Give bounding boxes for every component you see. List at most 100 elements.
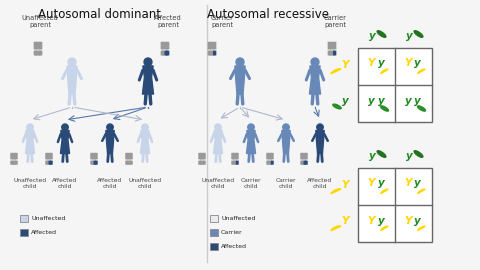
FancyBboxPatch shape <box>47 161 49 165</box>
FancyBboxPatch shape <box>329 42 333 49</box>
FancyBboxPatch shape <box>48 161 51 165</box>
FancyBboxPatch shape <box>301 161 304 165</box>
Polygon shape <box>418 69 425 74</box>
FancyBboxPatch shape <box>45 161 48 165</box>
FancyBboxPatch shape <box>300 153 303 159</box>
Polygon shape <box>67 66 77 94</box>
FancyBboxPatch shape <box>129 153 132 159</box>
Text: Y: Y <box>341 59 349 69</box>
Polygon shape <box>143 66 154 94</box>
Polygon shape <box>414 31 423 37</box>
FancyBboxPatch shape <box>90 161 93 165</box>
FancyBboxPatch shape <box>231 153 234 159</box>
FancyBboxPatch shape <box>35 42 38 49</box>
FancyBboxPatch shape <box>15 153 18 159</box>
FancyBboxPatch shape <box>333 42 336 49</box>
Text: Y: Y <box>341 180 349 190</box>
FancyBboxPatch shape <box>50 153 53 159</box>
Polygon shape <box>418 226 425 231</box>
FancyBboxPatch shape <box>161 42 164 49</box>
FancyBboxPatch shape <box>209 50 213 56</box>
FancyBboxPatch shape <box>166 50 169 56</box>
Polygon shape <box>331 189 341 194</box>
Text: Affected: Affected <box>31 230 57 235</box>
FancyBboxPatch shape <box>202 161 204 165</box>
FancyBboxPatch shape <box>303 153 306 159</box>
FancyBboxPatch shape <box>271 161 274 165</box>
Bar <box>210 243 218 250</box>
Polygon shape <box>381 226 388 231</box>
FancyBboxPatch shape <box>94 153 96 159</box>
Text: Y: Y <box>367 215 374 225</box>
Polygon shape <box>418 106 425 111</box>
FancyBboxPatch shape <box>48 153 51 159</box>
Text: y: y <box>377 96 384 106</box>
Text: y: y <box>415 178 421 188</box>
FancyBboxPatch shape <box>13 161 16 165</box>
FancyBboxPatch shape <box>267 161 271 165</box>
Polygon shape <box>414 151 423 157</box>
FancyBboxPatch shape <box>198 161 201 165</box>
Text: y: y <box>342 96 348 106</box>
FancyBboxPatch shape <box>328 50 331 56</box>
Text: y: y <box>406 31 413 41</box>
Text: Y: Y <box>367 178 374 188</box>
Polygon shape <box>377 31 386 37</box>
Text: Y: Y <box>404 59 411 69</box>
Text: Carrier
child: Carrier child <box>276 178 296 189</box>
Circle shape <box>62 124 68 130</box>
FancyBboxPatch shape <box>130 161 133 165</box>
FancyBboxPatch shape <box>235 153 238 159</box>
Bar <box>20 229 28 236</box>
Polygon shape <box>381 69 388 74</box>
FancyBboxPatch shape <box>232 153 236 159</box>
Text: Unaffected: Unaffected <box>221 216 255 221</box>
Circle shape <box>68 58 76 66</box>
FancyBboxPatch shape <box>39 42 42 49</box>
Text: y: y <box>405 96 411 106</box>
FancyBboxPatch shape <box>34 42 37 49</box>
FancyBboxPatch shape <box>198 153 201 159</box>
FancyBboxPatch shape <box>95 153 98 159</box>
FancyBboxPatch shape <box>94 161 96 165</box>
Text: Affected
parent: Affected parent <box>154 15 182 28</box>
FancyBboxPatch shape <box>127 153 130 159</box>
Bar <box>20 215 28 222</box>
Polygon shape <box>316 130 324 154</box>
FancyBboxPatch shape <box>269 161 273 165</box>
Polygon shape <box>25 130 35 154</box>
FancyBboxPatch shape <box>37 42 41 49</box>
FancyBboxPatch shape <box>37 50 41 56</box>
FancyBboxPatch shape <box>127 161 130 165</box>
FancyBboxPatch shape <box>200 153 203 159</box>
FancyBboxPatch shape <box>232 161 236 165</box>
FancyBboxPatch shape <box>305 153 308 159</box>
Polygon shape <box>235 66 245 94</box>
Polygon shape <box>381 189 388 194</box>
Text: Unaffected
child: Unaffected child <box>13 178 47 189</box>
FancyBboxPatch shape <box>161 50 164 56</box>
Polygon shape <box>60 130 70 154</box>
FancyBboxPatch shape <box>231 161 234 165</box>
FancyBboxPatch shape <box>162 50 166 56</box>
Text: Unaffected: Unaffected <box>31 216 65 221</box>
Polygon shape <box>310 66 321 94</box>
Text: Unaffected
child: Unaffected child <box>202 178 235 189</box>
FancyBboxPatch shape <box>35 50 38 56</box>
FancyBboxPatch shape <box>203 161 206 165</box>
Polygon shape <box>331 69 341 74</box>
FancyBboxPatch shape <box>130 153 133 159</box>
Text: Affected
child: Affected child <box>97 178 122 189</box>
FancyBboxPatch shape <box>266 161 269 165</box>
Polygon shape <box>418 189 425 194</box>
FancyBboxPatch shape <box>301 153 304 159</box>
Text: Affected: Affected <box>221 244 247 249</box>
Text: y: y <box>406 151 413 161</box>
Circle shape <box>236 58 244 66</box>
FancyBboxPatch shape <box>200 161 203 165</box>
FancyBboxPatch shape <box>50 161 53 165</box>
Polygon shape <box>141 130 150 154</box>
Text: y: y <box>377 59 384 69</box>
FancyBboxPatch shape <box>212 50 215 56</box>
Bar <box>358 168 432 242</box>
